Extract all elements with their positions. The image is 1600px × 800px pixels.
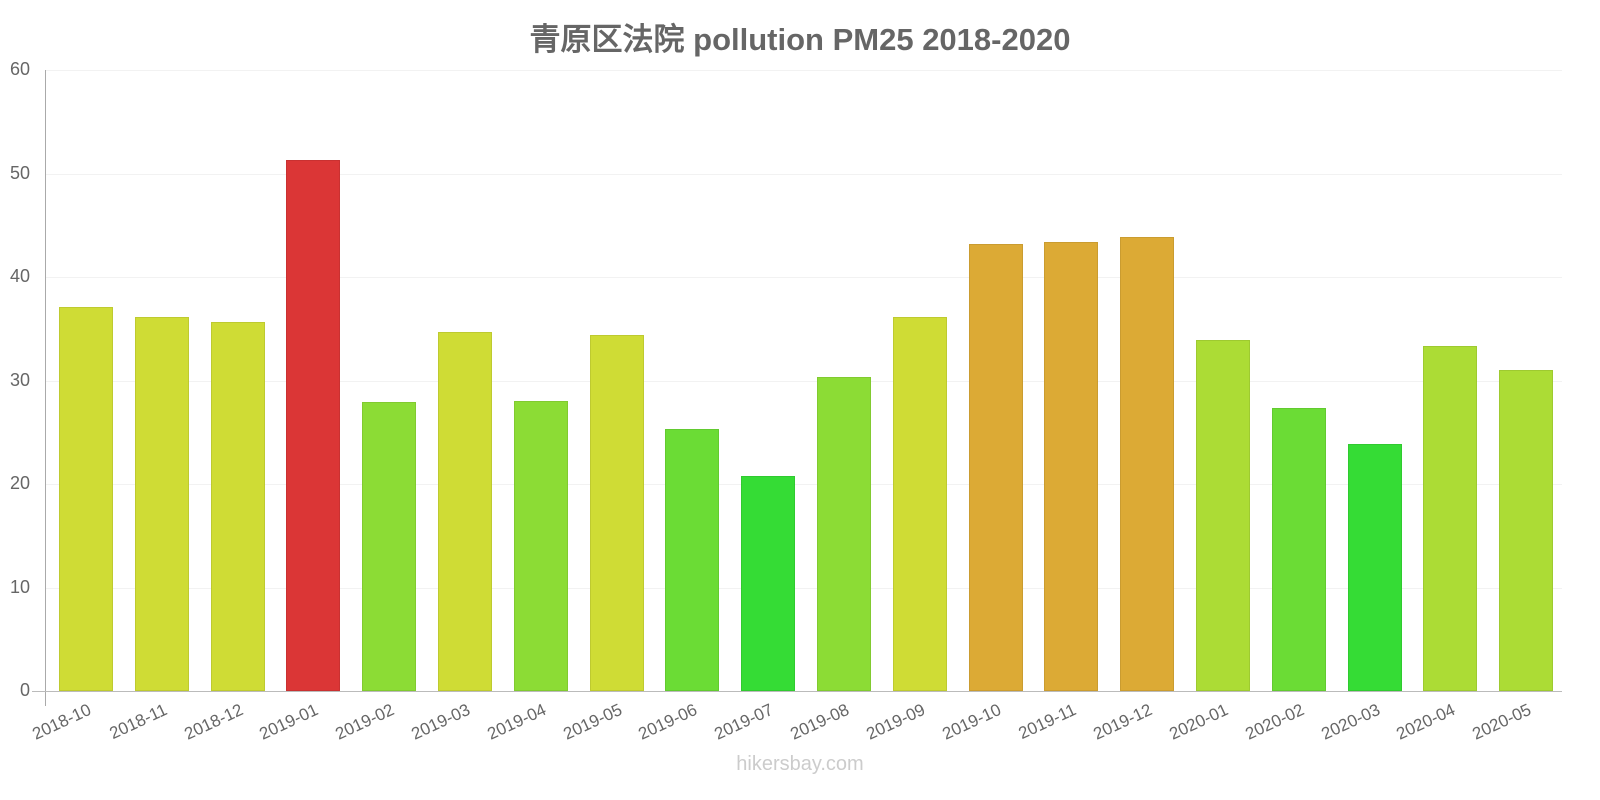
y-tick-label: 30: [9, 369, 30, 390]
plot-area: [46, 70, 1562, 691]
bar-2020-05[interactable]: [1499, 370, 1554, 691]
bar-2019-02[interactable]: [362, 402, 417, 691]
bar-2019-11[interactable]: [1044, 241, 1099, 691]
gridline: [46, 277, 1562, 278]
bar-2019-04[interactable]: [513, 401, 568, 691]
bar-2019-10[interactable]: [968, 243, 1023, 691]
gridline: [46, 484, 1562, 485]
y-tick-label: 0: [19, 680, 30, 700]
x-tick-label: 2018-12: [180, 700, 246, 744]
chart-title: 青原区法院 pollution PM25 2018-2020: [529, 22, 1071, 57]
bar-2019-06[interactable]: [665, 429, 720, 691]
y-tick-label: 60: [9, 59, 30, 79]
bar-2020-01[interactable]: [1195, 340, 1250, 691]
x-tick-label: 2018-10: [29, 700, 94, 744]
bar-2020-02[interactable]: [1271, 408, 1326, 691]
gridline: [46, 173, 1562, 175]
bar-2019-08[interactable]: [816, 377, 871, 691]
bar-2018-10[interactable]: [58, 307, 113, 691]
x-tick-label: 2019-09: [863, 700, 928, 744]
x-tick-label: 2020-02: [1242, 700, 1307, 744]
bar-2019-09[interactable]: [892, 317, 947, 691]
y-tick-label: 50: [9, 162, 30, 183]
bar-2020-04[interactable]: [1423, 346, 1478, 691]
x-tick-label: 2018-11: [106, 700, 170, 744]
bar-2018-11[interactable]: [134, 317, 189, 691]
bar-2018-12[interactable]: [210, 321, 265, 691]
x-tick-label: 2019-07: [711, 700, 777, 744]
bar-2019-05[interactable]: [589, 334, 644, 691]
gridline: [46, 587, 1562, 589]
x-axis-line: [32, 691, 1562, 692]
gridline: [46, 380, 1562, 382]
x-tick-label: 2019-12: [1090, 700, 1156, 744]
x-tick-label: 2019-08: [787, 700, 852, 744]
bar-2019-01[interactable]: [286, 160, 341, 691]
x-tick-label: 2019-03: [408, 700, 473, 744]
x-tick-label: 2019-11: [1015, 700, 1080, 744]
y-tick-label: 10: [9, 576, 30, 597]
y-axis-line: [45, 70, 46, 706]
x-tick-label: 2019-10: [938, 700, 1004, 744]
bar-2019-03[interactable]: [437, 331, 492, 691]
x-tick-label: 2020-03: [1317, 700, 1383, 744]
watermark: hikersbay.com: [736, 753, 864, 775]
x-tick-label: 2019-02: [332, 700, 398, 744]
x-tick-label: 2019-05: [559, 700, 625, 744]
x-tick-label: 2019-04: [484, 700, 549, 744]
y-tick-label: 20: [9, 473, 30, 493]
bar-2019-07[interactable]: [741, 475, 796, 691]
x-tick-label: 2019-01: [256, 700, 322, 744]
bar-2020-03[interactable]: [1347, 443, 1402, 691]
x-tick-label: 2020-05: [1469, 700, 1535, 744]
y-tick-label: 40: [9, 266, 30, 286]
x-tick-label: 2019-06: [635, 700, 701, 744]
bar-2019-12[interactable]: [1120, 236, 1175, 691]
x-tick-label: 2020-04: [1393, 700, 1459, 744]
gridline: [46, 70, 1562, 71]
x-tick-label: 2020-01: [1166, 700, 1231, 744]
